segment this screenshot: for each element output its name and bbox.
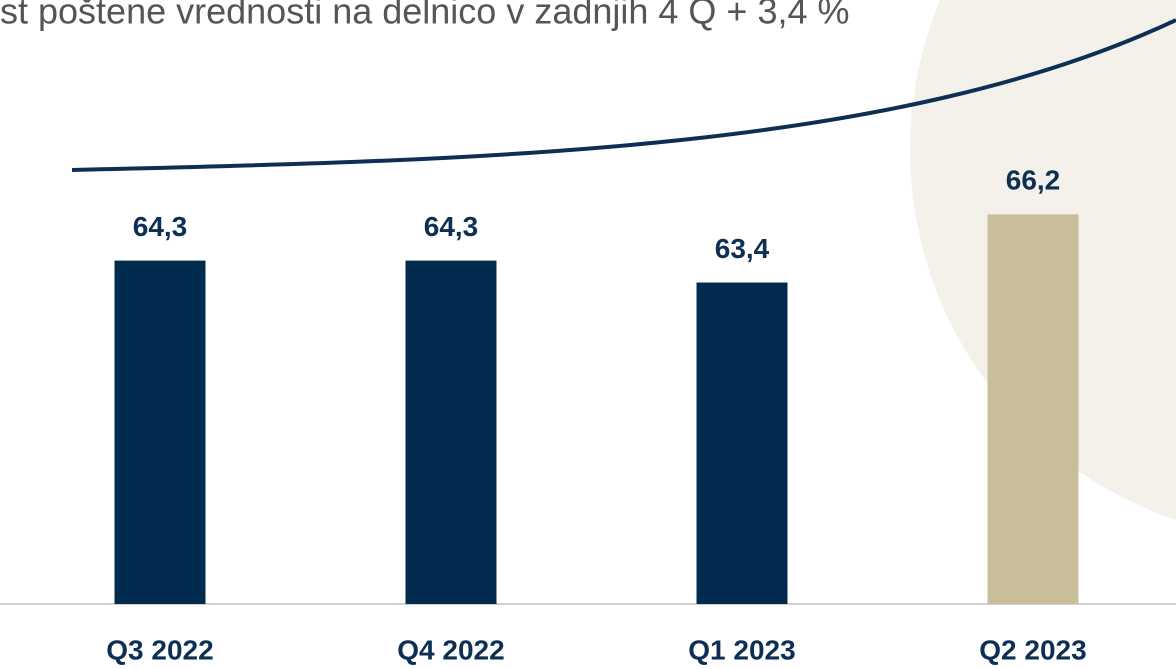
bar <box>696 282 788 604</box>
chart-title: st poštene vrednosti na delnico v zadnji… <box>0 0 850 32</box>
bar <box>987 214 1079 605</box>
value-label: 64,3 <box>424 211 479 242</box>
value-label: 63,4 <box>715 233 770 264</box>
x-tick-label: Q1 2023 <box>688 634 795 665</box>
bar <box>114 260 206 604</box>
bar <box>405 260 497 604</box>
x-tick-label: Q2 2023 <box>979 634 1086 665</box>
x-tick-label: Q3 2022 <box>106 634 213 665</box>
trend-arrow <box>71 18 1176 172</box>
x-tick-label: Q4 2022 <box>397 634 504 665</box>
value-label: 64,3 <box>133 211 188 242</box>
value-label: 66,2 <box>1006 165 1061 196</box>
